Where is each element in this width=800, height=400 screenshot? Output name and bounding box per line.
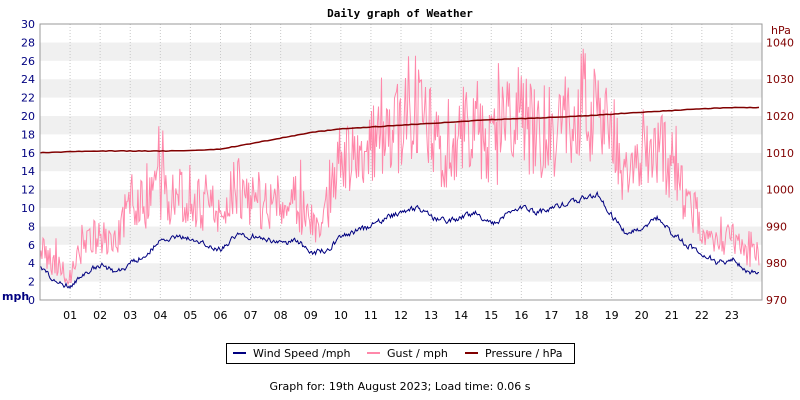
right-axis-label: hPa	[771, 24, 791, 37]
wind-line	[39, 190, 760, 290]
x-tick-label: 06	[214, 309, 228, 322]
left-tick-label: 22	[21, 92, 35, 105]
right-tick-label: 1020	[766, 110, 794, 123]
x-tick-label: 14	[454, 309, 468, 322]
x-tick-label: 17	[544, 309, 558, 322]
x-tick-label: 01	[63, 309, 77, 322]
right-tick-label: 970	[766, 294, 787, 307]
left-tick-label: 26	[21, 55, 35, 68]
plot-band	[40, 226, 762, 245]
x-tick-label: 05	[183, 309, 197, 322]
left-tick-label: 12	[21, 184, 35, 197]
left-tick-label: 10	[21, 202, 35, 215]
x-tick-label: 22	[695, 309, 709, 322]
gust-series	[39, 48, 760, 286]
chart-title: Daily graph of Weather	[327, 7, 473, 20]
right-tick-label: 990	[766, 220, 787, 233]
legend-item-pressure: Pressure / hPa	[465, 347, 563, 360]
pressure-line	[39, 106, 760, 154]
left-tick-label: 20	[21, 110, 35, 123]
wind-series	[39, 190, 760, 290]
x-tick-label: 02	[93, 309, 107, 322]
right-tick-label: 1030	[766, 73, 794, 86]
legend-swatch-wind	[233, 352, 246, 354]
x-tick-label: 04	[153, 309, 167, 322]
right-tick-label: 1040	[766, 36, 794, 49]
legend-swatch-pressure	[465, 352, 478, 354]
x-tick-label: 11	[364, 309, 378, 322]
x-tick-label: 07	[244, 309, 258, 322]
right-tick-label: 1010	[766, 147, 794, 160]
left-tick-label: 8	[28, 220, 35, 233]
left-tick-label: 14	[21, 165, 35, 178]
right-tick-label: 980	[766, 257, 787, 270]
x-tick-label: 13	[424, 309, 438, 322]
x-tick-label: 15	[484, 309, 498, 322]
x-tick-label: 08	[274, 309, 288, 322]
plot-frame	[39, 23, 763, 301]
legend-item-wind: Wind Speed /mph	[233, 347, 351, 360]
legend-label-pressure: Pressure / hPa	[485, 347, 563, 360]
x-tick-label: 20	[635, 309, 649, 322]
x-tick-label: 03	[123, 309, 137, 322]
x-tick-label: 23	[725, 309, 739, 322]
pressure-series	[39, 106, 760, 154]
left-tick-label: 24	[21, 73, 35, 86]
right-axis-ticks: 970 980 990 1000 1010 1020 1030 1040	[766, 36, 794, 307]
x-tick-label: 16	[514, 309, 528, 322]
x-tick-label: 12	[394, 309, 408, 322]
legend-label-wind: Wind Speed /mph	[253, 347, 351, 360]
left-tick-label: 4	[28, 257, 35, 270]
left-tick-label: 28	[21, 36, 35, 49]
left-tick-label: 16	[21, 147, 35, 160]
legend-swatch-gust	[367, 352, 380, 354]
left-axis-label: mph	[2, 290, 29, 303]
x-tick-label: 09	[304, 309, 318, 322]
x-tick-label: 10	[334, 309, 348, 322]
plot-band	[40, 263, 762, 282]
left-tick-label: 18	[21, 128, 35, 141]
x-tick-label: 18	[575, 309, 589, 322]
left-tick-label: 0	[28, 294, 35, 307]
plot-band	[40, 281, 762, 300]
left-tick-label: 30	[21, 18, 35, 31]
legend-label-gust: Gust / mph	[387, 347, 448, 360]
left-tick-label: 6	[28, 239, 35, 252]
right-tick-label: 1000	[766, 184, 794, 197]
footer-caption: Graph for: 19th August 2023; Load time: …	[269, 380, 531, 393]
x-axis-ticks: 01 02 03 04 05 06 07 08 09 10 11 12 13 14 15 16 17 18 19 20…	[63, 309, 739, 322]
gust-line	[39, 48, 760, 286]
x-tick-label: 21	[665, 309, 679, 322]
x-tick-label: 19	[605, 309, 619, 322]
legend-item-gust: Gust / mph	[367, 347, 448, 360]
left-tick-label: 2	[28, 276, 35, 289]
legend: Wind Speed /mph Gust / mph Pressure / hP…	[226, 343, 575, 364]
